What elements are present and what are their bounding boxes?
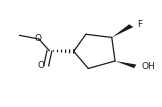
Text: O: O [37,61,45,70]
Text: F: F [137,20,143,29]
Polygon shape [112,24,133,37]
Text: O: O [35,34,42,43]
Polygon shape [115,61,136,68]
Text: OH: OH [141,62,155,71]
